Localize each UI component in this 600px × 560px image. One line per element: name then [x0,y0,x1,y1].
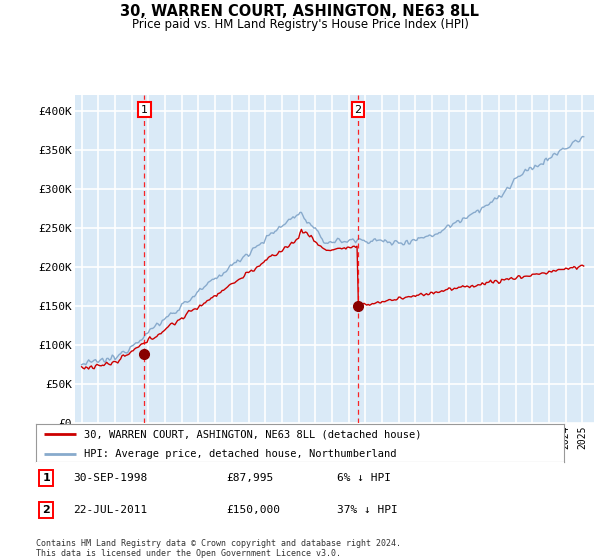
Text: Price paid vs. HM Land Registry's House Price Index (HPI): Price paid vs. HM Land Registry's House … [131,18,469,31]
Text: 1: 1 [43,473,50,483]
Text: £87,995: £87,995 [226,473,274,483]
Text: 30, WARREN COURT, ASHINGTON, NE63 8LL: 30, WARREN COURT, ASHINGTON, NE63 8LL [121,4,479,20]
Text: 30, WARREN COURT, ASHINGTON, NE63 8LL (detached house): 30, WARREN COURT, ASHINGTON, NE63 8LL (d… [83,429,421,439]
Text: Contains HM Land Registry data © Crown copyright and database right 2024.
This d: Contains HM Land Registry data © Crown c… [36,539,401,558]
Text: 2: 2 [355,105,361,115]
Text: 30-SEP-1998: 30-SEP-1998 [73,473,147,483]
Text: 22-JUL-2011: 22-JUL-2011 [73,505,147,515]
Text: £150,000: £150,000 [226,505,280,515]
Text: 6% ↓ HPI: 6% ↓ HPI [337,473,391,483]
Text: 37% ↓ HPI: 37% ↓ HPI [337,505,398,515]
Text: 2: 2 [43,505,50,515]
Text: 1: 1 [141,105,148,115]
Text: HPI: Average price, detached house, Northumberland: HPI: Average price, detached house, Nort… [83,449,396,459]
